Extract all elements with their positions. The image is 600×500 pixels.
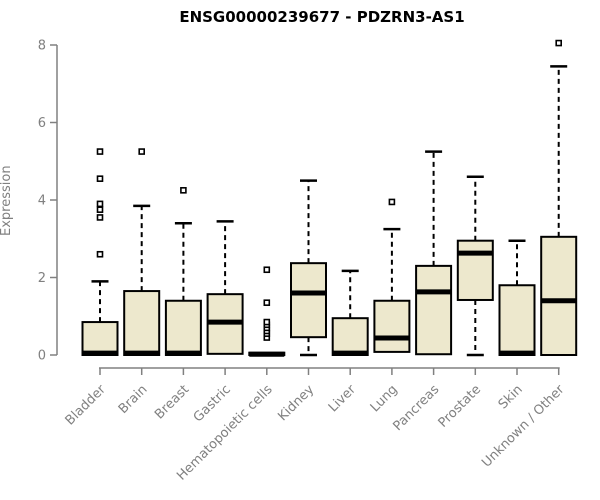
outlier-point bbox=[138, 148, 145, 155]
y-tick-label: 4 bbox=[38, 194, 46, 209]
chart-title: ENSG00000239677 - PDZRN3-AS1 bbox=[179, 8, 465, 26]
y-tick-label: 2 bbox=[38, 271, 46, 286]
outlier-point bbox=[180, 187, 187, 194]
outlier-point bbox=[263, 299, 271, 306]
box-skin bbox=[498, 284, 536, 356]
outlier-point bbox=[96, 214, 104, 221]
y-tick-label: 0 bbox=[38, 349, 46, 364]
x-tick-label: Liver bbox=[326, 382, 360, 416]
outlier-point bbox=[96, 250, 104, 258]
x-tick-label: Prostate bbox=[436, 382, 484, 430]
outlier-point bbox=[96, 206, 104, 213]
box-breast bbox=[164, 299, 202, 356]
outlier-point bbox=[96, 175, 104, 182]
y-tick-label: 6 bbox=[38, 116, 46, 131]
outlier-point bbox=[388, 198, 396, 206]
box-pancreas bbox=[415, 264, 453, 356]
box-brain bbox=[123, 290, 161, 356]
x-tick-label: Lung bbox=[368, 382, 401, 415]
box-kidney bbox=[290, 262, 327, 339]
box-bladder bbox=[81, 321, 119, 356]
y-axis-label: Expression bbox=[0, 165, 14, 236]
y-tick-label: 8 bbox=[38, 39, 46, 54]
box-unknown-other bbox=[540, 235, 578, 356]
x-tick-label: Kidney bbox=[275, 382, 317, 424]
box-liver bbox=[331, 317, 369, 356]
x-tick-label: Brain bbox=[116, 382, 151, 417]
outlier-point bbox=[96, 148, 104, 155]
outlier-point bbox=[263, 266, 271, 274]
outlier-point bbox=[96, 200, 104, 208]
x-tick-label: Pancreas bbox=[391, 382, 443, 434]
box-lung bbox=[373, 299, 411, 353]
outlier-point bbox=[263, 318, 271, 326]
x-tick-label: Breast bbox=[152, 382, 192, 422]
x-tick-label: Skin bbox=[496, 382, 526, 412]
x-tick-label: Unknown / Other bbox=[479, 382, 568, 471]
outlier-point bbox=[555, 39, 563, 47]
x-tick-label: Bladder bbox=[63, 382, 110, 429]
box-prostate bbox=[456, 239, 494, 301]
